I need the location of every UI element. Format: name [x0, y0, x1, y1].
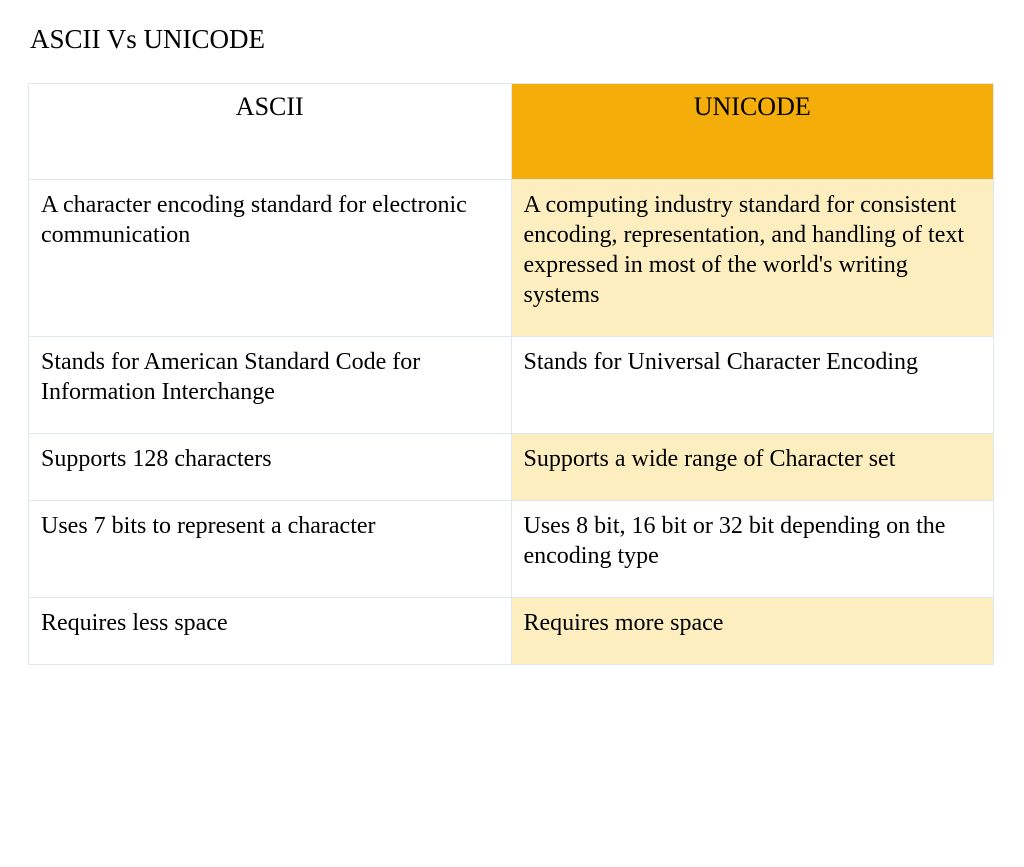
table-row: A character encoding standard for electr… [29, 180, 994, 337]
table-header-row: ASCII UNICODE [29, 84, 994, 180]
col-header-unicode: UNICODE [511, 84, 994, 180]
table-row: Requires less space Requires more space [29, 598, 994, 665]
cell-unicode: Stands for Universal Character Encoding [511, 337, 994, 434]
table-row: Supports 128 characters Supports a wide … [29, 434, 994, 501]
cell-unicode: A computing industry standard for consis… [511, 180, 994, 337]
table-body: A character encoding standard for electr… [29, 180, 994, 665]
cell-ascii: Requires less space [29, 598, 512, 665]
col-header-ascii: ASCII [29, 84, 512, 180]
cell-unicode: Uses 8 bit, 16 bit or 32 bit depending o… [511, 501, 994, 598]
cell-ascii: Uses 7 bits to represent a character [29, 501, 512, 598]
cell-ascii: Stands for American Standard Code for In… [29, 337, 512, 434]
table-row: Stands for American Standard Code for In… [29, 337, 994, 434]
cell-unicode: Requires more space [511, 598, 994, 665]
comparison-table: ASCII UNICODE A character encoding stand… [28, 83, 994, 665]
cell-ascii: A character encoding standard for electr… [29, 180, 512, 337]
page-title: ASCII Vs UNICODE [30, 24, 996, 55]
cell-unicode: Supports a wide range of Character set [511, 434, 994, 501]
table-row: Uses 7 bits to represent a character Use… [29, 501, 994, 598]
cell-ascii: Supports 128 characters [29, 434, 512, 501]
